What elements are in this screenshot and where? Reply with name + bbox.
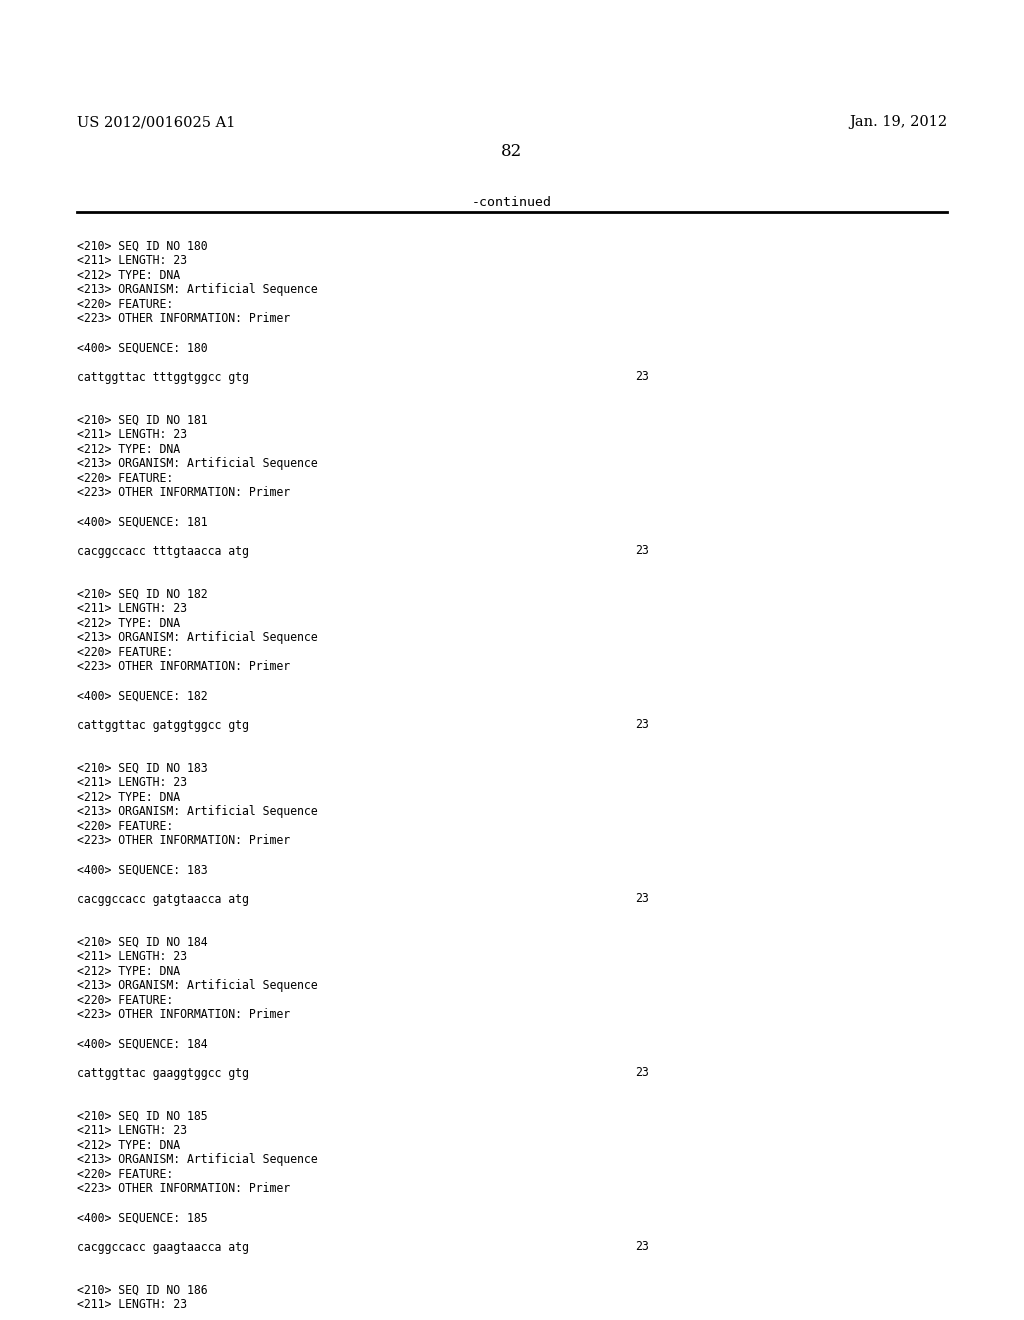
Text: <211> LENGTH: 23: <211> LENGTH: 23: [77, 602, 186, 615]
Text: cacggccacc gaagtaacca atg: cacggccacc gaagtaacca atg: [77, 1241, 249, 1254]
Text: <213> ORGANISM: Artificial Sequence: <213> ORGANISM: Artificial Sequence: [77, 284, 317, 297]
Text: <400> SEQUENCE: 180: <400> SEQUENCE: 180: [77, 342, 208, 355]
Text: <213> ORGANISM: Artificial Sequence: <213> ORGANISM: Artificial Sequence: [77, 631, 317, 644]
Text: US 2012/0016025 A1: US 2012/0016025 A1: [77, 115, 236, 129]
Text: <211> LENGTH: 23: <211> LENGTH: 23: [77, 429, 186, 441]
Text: <211> LENGTH: 23: <211> LENGTH: 23: [77, 950, 186, 964]
Text: <220> FEATURE:: <220> FEATURE:: [77, 473, 173, 484]
Text: <212> TYPE: DNA: <212> TYPE: DNA: [77, 1139, 180, 1152]
Text: <223> OTHER INFORMATION: Primer: <223> OTHER INFORMATION: Primer: [77, 1183, 290, 1196]
Text: <213> ORGANISM: Artificial Sequence: <213> ORGANISM: Artificial Sequence: [77, 458, 317, 470]
Text: <211> LENGTH: 23: <211> LENGTH: 23: [77, 1299, 186, 1312]
Text: <212> TYPE: DNA: <212> TYPE: DNA: [77, 269, 180, 282]
Text: <212> TYPE: DNA: <212> TYPE: DNA: [77, 444, 180, 455]
Text: <223> OTHER INFORMATION: Primer: <223> OTHER INFORMATION: Primer: [77, 660, 290, 673]
Text: 23: 23: [635, 718, 648, 731]
Text: <210> SEQ ID NO 186: <210> SEQ ID NO 186: [77, 1284, 208, 1298]
Text: <210> SEQ ID NO 185: <210> SEQ ID NO 185: [77, 1110, 208, 1123]
Text: 82: 82: [502, 143, 522, 160]
Text: <212> TYPE: DNA: <212> TYPE: DNA: [77, 791, 180, 804]
Text: <213> ORGANISM: Artificial Sequence: <213> ORGANISM: Artificial Sequence: [77, 1154, 317, 1167]
Text: <400> SEQUENCE: 184: <400> SEQUENCE: 184: [77, 1038, 208, 1051]
Text: <220> FEATURE:: <220> FEATURE:: [77, 298, 173, 312]
Text: <220> FEATURE:: <220> FEATURE:: [77, 645, 173, 659]
Text: -continued: -continued: [472, 195, 552, 209]
Text: cattggttac tttggtggcc gtg: cattggttac tttggtggcc gtg: [77, 371, 249, 384]
Text: <210> SEQ ID NO 180: <210> SEQ ID NO 180: [77, 240, 208, 253]
Text: <400> SEQUENCE: 185: <400> SEQUENCE: 185: [77, 1212, 208, 1225]
Text: <220> FEATURE:: <220> FEATURE:: [77, 994, 173, 1007]
Text: <223> OTHER INFORMATION: Primer: <223> OTHER INFORMATION: Primer: [77, 834, 290, 847]
Text: 23: 23: [635, 371, 648, 384]
Text: 23: 23: [635, 1067, 648, 1080]
Text: <210> SEQ ID NO 181: <210> SEQ ID NO 181: [77, 414, 208, 426]
Text: <220> FEATURE:: <220> FEATURE:: [77, 1168, 173, 1181]
Text: cacggccacc gatgtaacca atg: cacggccacc gatgtaacca atg: [77, 892, 249, 906]
Text: <211> LENGTH: 23: <211> LENGTH: 23: [77, 255, 186, 268]
Text: <400> SEQUENCE: 182: <400> SEQUENCE: 182: [77, 689, 208, 702]
Text: 23: 23: [635, 1241, 648, 1254]
Text: <210> SEQ ID NO 184: <210> SEQ ID NO 184: [77, 936, 208, 949]
Text: <223> OTHER INFORMATION: Primer: <223> OTHER INFORMATION: Primer: [77, 313, 290, 326]
Text: <210> SEQ ID NO 182: <210> SEQ ID NO 182: [77, 587, 208, 601]
Text: <212> TYPE: DNA: <212> TYPE: DNA: [77, 965, 180, 978]
Text: cattggttac gatggtggcc gtg: cattggttac gatggtggcc gtg: [77, 718, 249, 731]
Text: cattggttac gaaggtggcc gtg: cattggttac gaaggtggcc gtg: [77, 1067, 249, 1080]
Text: Jan. 19, 2012: Jan. 19, 2012: [849, 115, 947, 129]
Text: <400> SEQUENCE: 183: <400> SEQUENCE: 183: [77, 863, 208, 876]
Text: <223> OTHER INFORMATION: Primer: <223> OTHER INFORMATION: Primer: [77, 1008, 290, 1022]
Text: <213> ORGANISM: Artificial Sequence: <213> ORGANISM: Artificial Sequence: [77, 979, 317, 993]
Text: <220> FEATURE:: <220> FEATURE:: [77, 820, 173, 833]
Text: 23: 23: [635, 892, 648, 906]
Text: <213> ORGANISM: Artificial Sequence: <213> ORGANISM: Artificial Sequence: [77, 805, 317, 818]
Text: <400> SEQUENCE: 181: <400> SEQUENCE: 181: [77, 516, 208, 528]
Text: <212> TYPE: DNA: <212> TYPE: DNA: [77, 616, 180, 630]
Text: <223> OTHER INFORMATION: Primer: <223> OTHER INFORMATION: Primer: [77, 487, 290, 499]
Text: cacggccacc tttgtaacca atg: cacggccacc tttgtaacca atg: [77, 544, 249, 557]
Text: <211> LENGTH: 23: <211> LENGTH: 23: [77, 776, 186, 789]
Text: 23: 23: [635, 544, 648, 557]
Text: <211> LENGTH: 23: <211> LENGTH: 23: [77, 1125, 186, 1138]
Text: <210> SEQ ID NO 183: <210> SEQ ID NO 183: [77, 762, 208, 775]
